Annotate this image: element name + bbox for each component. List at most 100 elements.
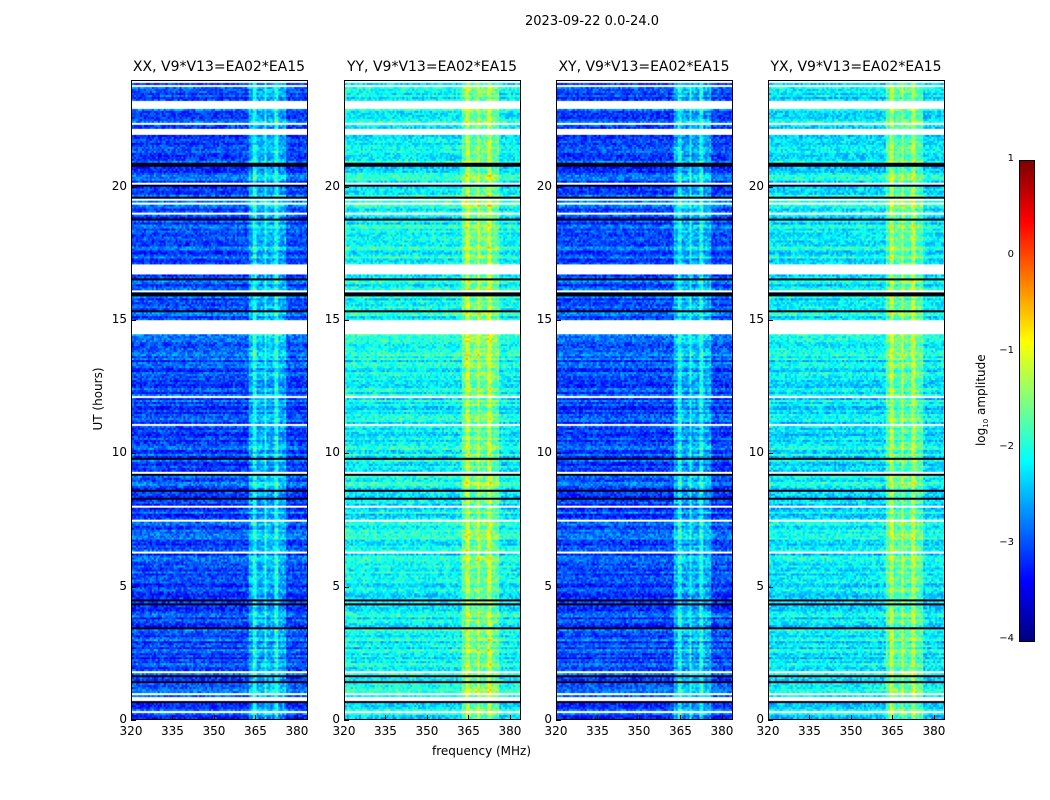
x-tick-label: 365 — [881, 724, 904, 738]
y-tick-label: 5 — [332, 578, 340, 593]
colorbar-label-rest: amplitude — [973, 354, 988, 419]
heatmap-panel — [344, 80, 521, 720]
x-tick-mark — [509, 715, 511, 720]
y-tick-mark — [556, 720, 561, 721]
colorbar-tick-label: −1 — [999, 345, 1014, 356]
panel-title: YY, V9*V13=EA02*EA15 — [346, 59, 518, 75]
x-tick-mark — [638, 715, 640, 720]
y-tick-label: 0 — [332, 712, 340, 726]
heatmap-panel — [556, 80, 733, 720]
colorbar-tick-label: −2 — [999, 441, 1014, 452]
y-tick-label: 5 — [119, 578, 127, 593]
x-tick-mark — [680, 715, 682, 720]
y-tick-mark — [556, 186, 561, 188]
x-tick-label: 350 — [627, 724, 651, 738]
x-tick-label: 350 — [202, 724, 226, 738]
y-tick-mark — [556, 320, 561, 321]
y-axis-label: UT (hours) — [91, 367, 105, 431]
y-tick-mark — [556, 453, 561, 455]
panel-title: XY, V9*V13=EA02*EA15 — [558, 59, 730, 75]
y-tick-mark — [768, 320, 773, 321]
y-tick-mark — [768, 186, 773, 188]
y-tick-label: 20 — [324, 178, 340, 193]
colorbar-tick-label: −4 — [999, 633, 1014, 644]
x-tick-mark — [597, 715, 599, 720]
y-tick-label: 20 — [111, 178, 127, 193]
y-tick-mark — [131, 186, 136, 188]
y-tick-label: 10 — [748, 445, 764, 460]
heatmap-panel — [768, 80, 945, 720]
colorbar — [1019, 160, 1035, 642]
x-tick-mark — [933, 715, 935, 720]
x-tick-mark — [426, 715, 428, 720]
y-tick-mark — [768, 720, 773, 721]
heatmap-panel — [131, 80, 308, 720]
x-tick-mark — [131, 715, 132, 720]
y-tick-mark — [344, 720, 349, 721]
y-tick-label: 10 — [324, 445, 340, 460]
x-tick-mark — [344, 715, 345, 720]
y-tick-mark — [768, 453, 773, 455]
x-tick-label: 320 — [756, 724, 780, 738]
colorbar-tick-label: 0 — [1007, 249, 1014, 260]
x-axis-label: frequency (MHz) — [432, 744, 532, 758]
x-tick-label: 380 — [710, 724, 734, 738]
y-tick-label: 15 — [536, 312, 552, 326]
y-tick-label: 15 — [324, 312, 340, 326]
y-tick-label: 15 — [748, 312, 764, 326]
x-tick-mark — [172, 715, 174, 720]
panel-title: YX, V9*V13=EA02*EA15 — [770, 59, 942, 75]
colorbar-label-main: log — [973, 427, 988, 447]
x-tick-mark — [850, 715, 852, 720]
x-tick-mark — [721, 715, 723, 720]
x-tick-label: 320 — [544, 724, 568, 738]
x-tick-mark — [255, 715, 257, 720]
x-tick-label: 320 — [332, 724, 356, 738]
x-tick-label: 365 — [244, 724, 267, 738]
colorbar-tick-label: 1 — [1007, 153, 1014, 164]
y-tick-label: 5 — [544, 578, 552, 593]
x-tick-mark — [892, 715, 894, 720]
panel-title: XX, V9*V13=EA02*EA15 — [132, 59, 306, 75]
figure-title: 2023-09-22 0.0-24.0 — [525, 14, 659, 29]
colorbar-tick-label: −3 — [999, 537, 1014, 548]
y-tick-mark — [344, 186, 349, 188]
y-tick-label: 10 — [536, 445, 552, 460]
y-tick-mark — [131, 320, 136, 321]
colorbar-label: log10 amplitude — [974, 350, 990, 450]
y-tick-mark — [344, 320, 349, 321]
x-tick-label: 335 — [374, 724, 397, 738]
y-tick-label: 0 — [119, 712, 127, 726]
x-tick-label: 320 — [119, 724, 143, 738]
x-tick-mark — [809, 715, 811, 720]
x-tick-mark — [468, 715, 470, 720]
x-tick-label: 365 — [669, 724, 692, 738]
y-tick-mark — [131, 453, 136, 455]
x-tick-label: 380 — [498, 724, 522, 738]
x-tick-label: 335 — [161, 724, 184, 738]
x-tick-label: 350 — [839, 724, 863, 738]
y-tick-mark — [131, 586, 136, 588]
y-tick-label: 0 — [544, 712, 552, 726]
y-tick-mark — [344, 453, 349, 455]
y-tick-label: 5 — [756, 578, 764, 593]
x-tick-mark — [768, 715, 769, 720]
x-tick-mark — [213, 715, 215, 720]
y-tick-mark — [556, 586, 561, 588]
x-tick-mark — [296, 715, 298, 720]
y-tick-label: 0 — [756, 712, 764, 726]
x-tick-label: 335 — [798, 724, 821, 738]
x-tick-label: 365 — [457, 724, 480, 738]
y-tick-label: 15 — [111, 312, 127, 326]
y-tick-label: 20 — [748, 178, 764, 193]
x-tick-label: 380 — [285, 724, 309, 738]
y-tick-mark — [131, 720, 136, 721]
y-tick-label: 10 — [111, 445, 127, 460]
y-tick-mark — [768, 586, 773, 588]
x-tick-label: 350 — [415, 724, 439, 738]
y-tick-mark — [344, 586, 349, 588]
x-tick-label: 335 — [586, 724, 609, 738]
x-tick-mark — [385, 715, 387, 720]
x-tick-mark — [556, 715, 557, 720]
